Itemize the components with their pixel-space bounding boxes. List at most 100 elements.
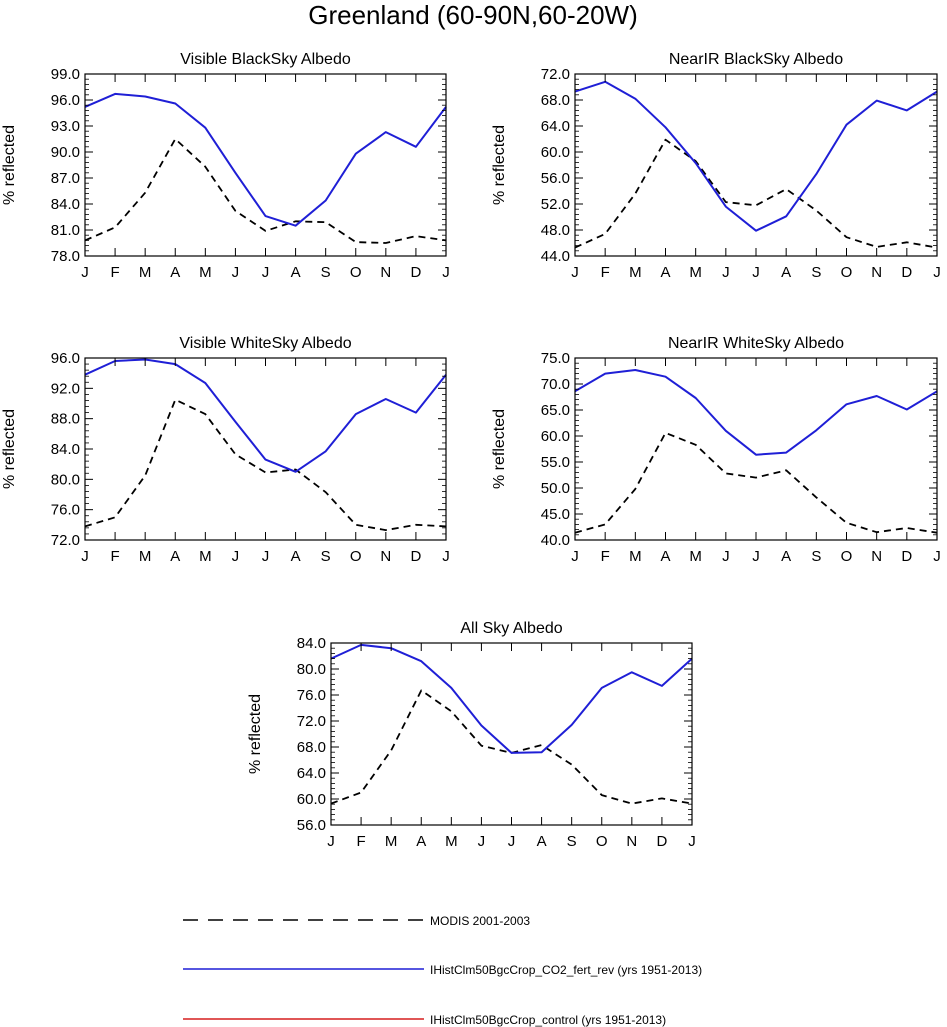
y-tick-label: 76.0 (297, 687, 326, 704)
x-tick-label: D (410, 264, 421, 281)
chart-panel-visible-whitesky-albedo: Visible WhiteSky Albedo % reflected 72.0 76… (1, 335, 450, 565)
x-tick-label: J (81, 548, 89, 565)
y-axis-label: % reflected (1, 409, 18, 489)
x-tick-label: S (811, 264, 821, 281)
x-tick-label: N (380, 264, 391, 281)
x-tick-label: D (901, 548, 912, 565)
x-tick-label: J (262, 548, 270, 565)
x-tick-label: A (291, 264, 301, 281)
x-tick-label: A (170, 264, 180, 281)
x-tick-label: A (291, 548, 301, 565)
x-tick-label: D (656, 833, 667, 850)
legend-item-3: IHistClm50BgcCrop_control (yrs 1951-2013… (183, 1013, 666, 1027)
x-tick-label: J (571, 548, 579, 565)
x-tick-label: J (478, 833, 486, 850)
x-tick-label: J (327, 833, 335, 850)
y-tick-label: 56.0 (297, 817, 326, 834)
panel-title: Visible WhiteSky Albedo (179, 335, 351, 352)
y-axis-label: % reflected (491, 409, 508, 489)
x-tick-label: J (571, 264, 579, 281)
y-tick-label: 99.0 (51, 66, 80, 83)
x-tick-label: M (689, 548, 702, 565)
x-tick-label: M (199, 548, 212, 565)
chart-panel-visible-blacksky-albedo: Visible BlackSky Albedo % reflected 78.0 81… (1, 51, 450, 281)
legend-label: MODIS 2001-2003 (430, 914, 530, 928)
y-tick-label: 52.0 (541, 196, 570, 213)
y-tick-label: 56.0 (541, 170, 570, 187)
y-tick-label: 92.0 (51, 380, 80, 397)
x-tick-label: M (629, 264, 642, 281)
y-tick-label: 93.0 (51, 118, 80, 135)
x-tick-label: N (626, 833, 637, 850)
plot-frame (574, 73, 938, 257)
x-tick-label: A (416, 833, 426, 850)
y-tick-label: 76.0 (51, 502, 80, 519)
x-tick-label: J (722, 264, 730, 281)
y-tick-label: 72.0 (51, 532, 80, 549)
y-tick-label: 84.0 (297, 635, 326, 652)
plot-frame (84, 357, 447, 541)
x-tick-label: M (139, 548, 152, 565)
x-tick-label: J (442, 548, 450, 565)
y-tick-label: 68.0 (297, 739, 326, 756)
panel-title: All Sky Albedo (460, 620, 562, 637)
legend-item-1: MODIS 2001-2003 (183, 914, 530, 928)
x-tick-label: O (596, 833, 608, 850)
x-tick-label: N (871, 264, 882, 281)
x-tick-label: A (781, 548, 791, 565)
x-tick-label: O (350, 264, 362, 281)
x-tick-label: J (442, 264, 450, 281)
y-axis-label: % reflected (1, 125, 18, 205)
x-tick-label: O (841, 264, 853, 281)
figure-title: Greenland (60-90N,60-20W) (308, 0, 638, 30)
y-tick-label: 80.0 (297, 661, 326, 678)
x-tick-label: J (232, 548, 240, 565)
x-tick-label: J (752, 264, 760, 281)
plot-frame (84, 73, 447, 257)
y-tick-label: 78.0 (51, 248, 80, 265)
x-tick-label: F (601, 264, 610, 281)
x-tick-label: J (688, 833, 696, 850)
x-tick-label: M (199, 264, 212, 281)
x-tick-label: S (321, 264, 331, 281)
x-tick-label: M (139, 264, 152, 281)
y-tick-label: 96.0 (51, 350, 80, 367)
x-tick-label: J (933, 548, 941, 565)
legend-label: IHistClm50BgcCrop_CO2_fert_rev (yrs 1951… (430, 963, 702, 977)
x-tick-label: F (110, 548, 119, 565)
x-tick-label: N (380, 548, 391, 565)
y-tick-label: 84.0 (51, 196, 80, 213)
chart-panels: Visible BlackSky Albedo % reflected 78.0 81… (1, 51, 941, 850)
x-tick-label: N (871, 548, 882, 565)
y-tick-label: 70.0 (541, 376, 570, 393)
x-tick-label: M (689, 264, 702, 281)
legend-label: IHistClm50BgcCrop_control (yrs 1951-2013… (430, 1013, 666, 1027)
plot-frame (330, 642, 693, 826)
plot-frame (574, 357, 938, 541)
x-tick-label: O (841, 548, 853, 565)
x-tick-label: O (350, 548, 362, 565)
series-line-modis-2001-2003 (84, 138, 447, 244)
x-tick-label: M (385, 833, 398, 850)
panel-title: NearIR BlackSky Albedo (669, 51, 843, 68)
y-tick-label: 45.0 (541, 506, 570, 523)
y-tick-label: 48.0 (541, 222, 570, 239)
series-line-ihistclm50bgccrop-co2-fert-rev-yrs-1951-2013 (330, 643, 693, 754)
x-tick-label: A (537, 833, 547, 850)
series-line-ihistclm50bgccrop-co2-fert-rev-yrs-1951-2013 (84, 92, 447, 227)
y-tick-label: 68.0 (541, 92, 570, 109)
x-tick-label: S (321, 548, 331, 565)
y-tick-label: 90.0 (51, 144, 80, 161)
series-line-ihistclm50bgccrop-co2-fert-rev-yrs-1951-2013 (84, 358, 447, 473)
y-tick-label: 60.0 (541, 428, 570, 445)
x-tick-label: A (660, 548, 670, 565)
y-tick-label: 60.0 (297, 791, 326, 808)
x-tick-label: A (170, 548, 180, 565)
y-axis-label: % reflected (491, 125, 508, 205)
x-tick-label: M (629, 548, 642, 565)
x-tick-label: J (81, 264, 89, 281)
x-tick-label: A (781, 264, 791, 281)
series-line-ihistclm50bgccrop-co2-fert-rev-yrs-1951-2013 (574, 80, 938, 232)
y-tick-label: 72.0 (297, 713, 326, 730)
x-tick-label: F (356, 833, 365, 850)
